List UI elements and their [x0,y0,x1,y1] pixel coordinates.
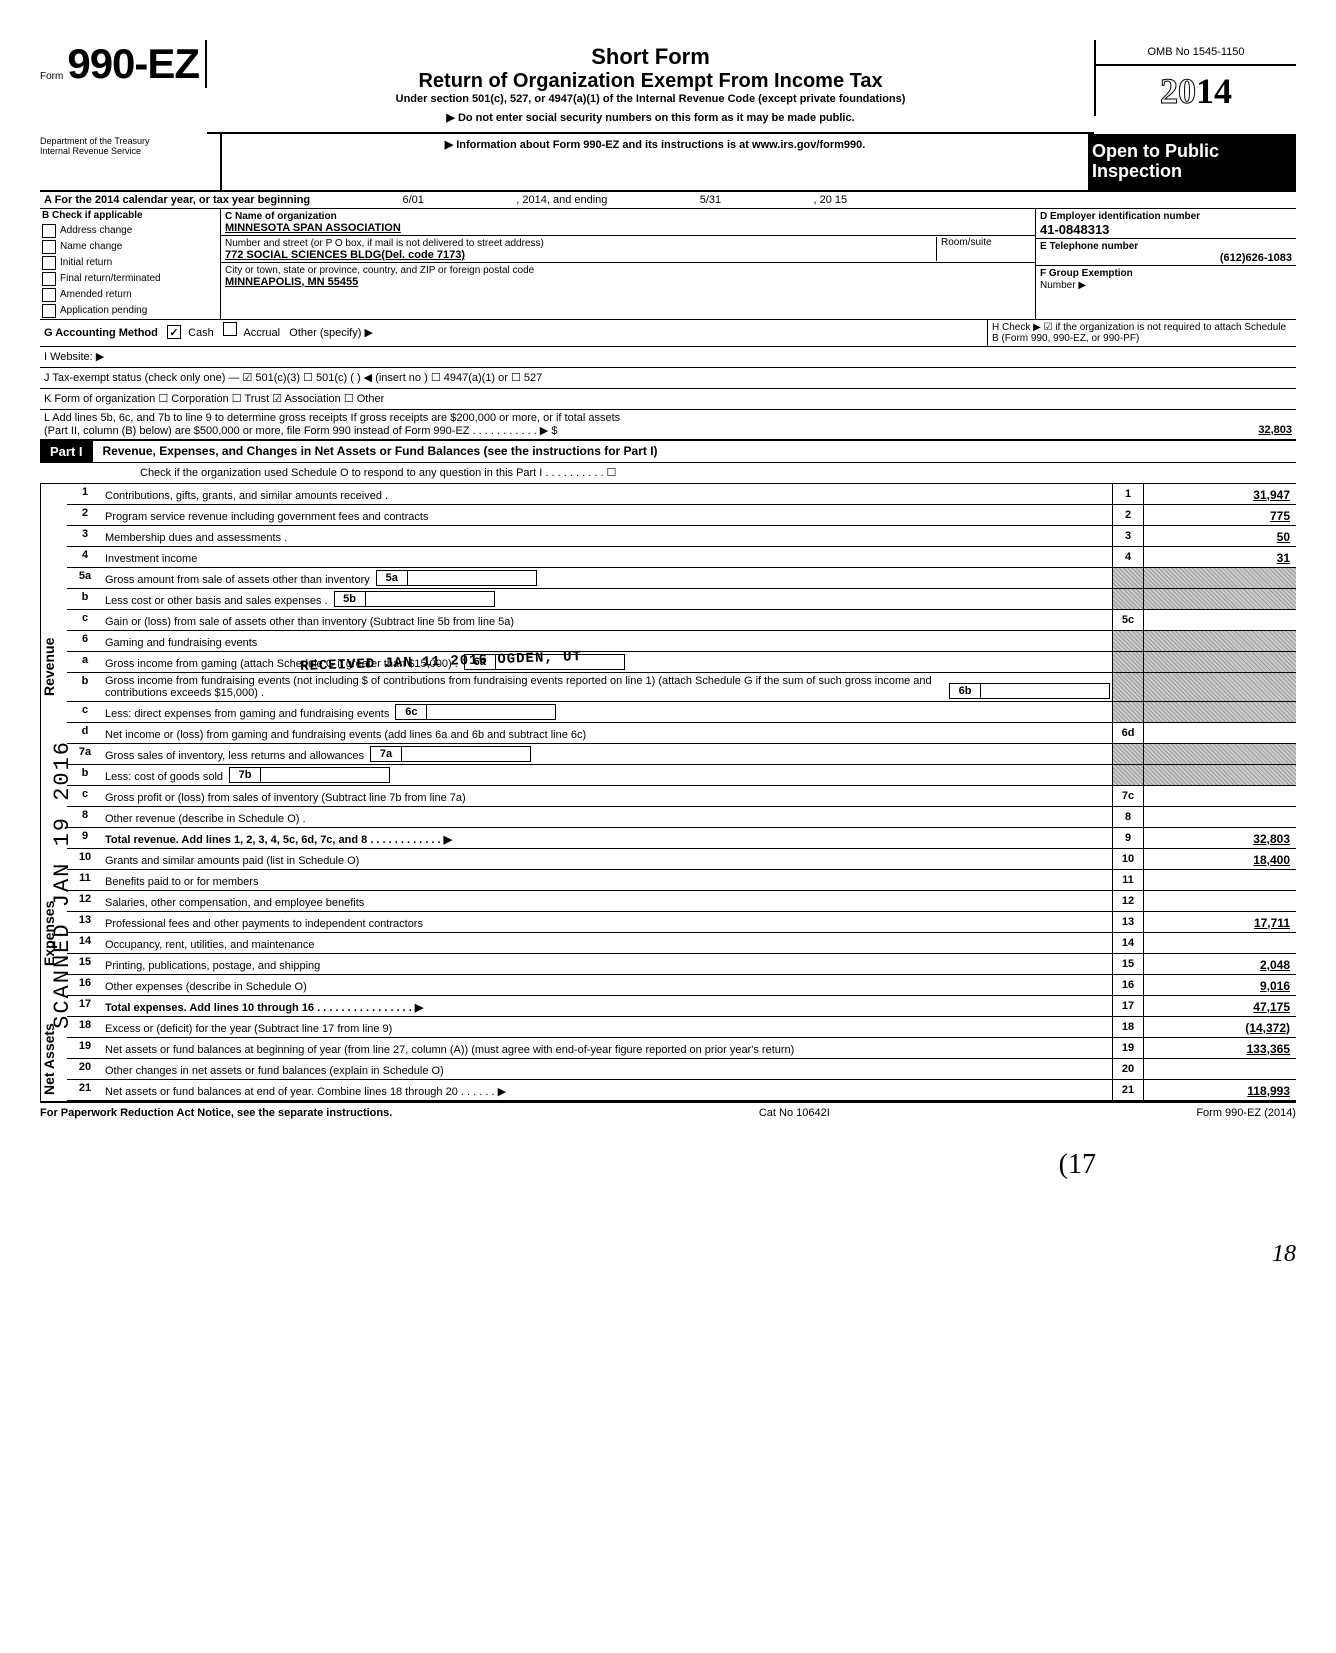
line-20: 20Other changes in net assets or fund ba… [67,1059,1296,1080]
j-tax-status: J Tax-exempt status (check only one) — ☑… [40,368,1296,389]
line-6d: dNet income or (loss) from gaming and fu… [67,723,1296,744]
l-amount: 32,803 [1152,424,1292,437]
line-5b: bLess cost or other basis and sales expe… [67,589,1296,610]
b-header: B Check if applicable [40,209,220,223]
form-header: Form 990-EZ Short Form Return of Organiz… [40,40,1296,134]
line-17: 17Total expenses. Add lines 10 through 1… [67,996,1296,1017]
line-5a: 5aGross amount from sale of assets other… [67,568,1296,589]
identity-grid: B Check if applicable Address change Nam… [40,209,1296,320]
line-16: 16Other expenses (describe in Schedule O… [67,975,1296,996]
revenue-label: Revenue [40,484,67,849]
revenue-section: Revenue 1Contributions, gifts, grants, a… [40,484,1296,849]
open-to-public: Open to PublicInspection [1088,134,1296,190]
city-state-zip: MINNEAPOLIS, MN 55455 [225,276,358,288]
line-8: 8Other revenue (describe in Schedule O) … [67,807,1296,828]
e-phone-label: E Telephone number [1040,241,1138,252]
h-schedule-b: H Check ▶ ☑ if the organization is not r… [987,320,1296,346]
title-short-form: Short Form [215,44,1086,70]
f-group-label: F Group Exemption [1040,268,1133,279]
info-line: ▶ Information about Form 990-EZ and its … [222,134,1088,190]
form-prefix: Form [40,71,63,82]
k-form-org: K Form of organization ☐ Corporation ☐ T… [40,389,1296,410]
line-9: 9Total revenue. Add lines 1, 2, 3, 4, 5c… [67,828,1296,849]
line-3: 3Membership dues and assessments .350 [67,526,1296,547]
g-accounting: G Accounting Method ✓ Cash Accrual Other… [40,320,987,346]
chk-accrual[interactable] [223,322,237,336]
line-15: 15Printing, publications, postage, and s… [67,954,1296,975]
part1-header: Part I Revenue, Expenses, and Changes in… [40,441,1296,463]
line-10: 10Grants and similar amounts paid (list … [67,849,1296,870]
dept-treasury: Department of the Treasury Internal Reve… [40,134,222,190]
c-name-label: C Name of organization [225,211,337,222]
chk-address-change[interactable]: Address change [40,223,220,239]
omb-number: OMB No 1545-1150 [1096,40,1296,66]
line-6: 6Gaming and fundraising events [67,631,1296,652]
net-assets-label: Net Assets [40,1017,67,1101]
f-number: Number ▶ [1040,280,1086,291]
i-website: I Website: ▶ [40,347,1296,368]
page-number: 18 [40,1241,1296,1268]
row-a-tax-year: A For the 2014 calendar year, or tax yea… [40,192,1296,209]
chk-initial-return[interactable]: Initial return [40,255,220,271]
city-label: City or town, state or province, country… [225,265,534,276]
org-name: MINNESOTA SPAN ASSOCIATION [225,222,401,234]
expenses-section: Expenses 10Grants and similar amounts pa… [40,849,1296,1017]
addr-label: Number and street (or P O box, if mail i… [225,238,544,249]
line-19: 19Net assets or fund balances at beginni… [67,1038,1296,1059]
line-7b: bLess: cost of goods sold7b [67,765,1296,786]
d-ein-label: D Employer identification number [1040,211,1200,222]
page-footer: For Paperwork Reduction Act Notice, see … [40,1103,1296,1119]
line-4: 4Investment income431 [67,547,1296,568]
warn-line: ▶ Do not enter social security numbers o… [215,111,1086,124]
line-5c: cGain or (loss) from sale of assets othe… [67,610,1296,631]
street-address: 772 SOCIAL SCIENCES BLDG(Del. code 7173) [225,249,465,261]
room-suite-label: Room/suite [936,237,1031,261]
part1-check: Check if the organization used Schedule … [40,463,1296,484]
line-7c: cGross profit or (loss) from sales of in… [67,786,1296,807]
subtitle: Under section 501(c), 527, or 4947(a)(1)… [215,93,1086,105]
handwritten-note: (17 [40,1149,1096,1181]
line-6a: aGross income from gaming (attach Schedu… [67,652,1296,673]
chk-name-change[interactable]: Name change [40,239,220,255]
form-990ez-page: SCANNED JAN 19 2016 Form 990-EZ Short Fo… [40,40,1296,1268]
line-1: 1Contributions, gifts, grants, and simil… [67,484,1296,505]
phone-value: (612)626-1083 [1040,252,1292,264]
chk-cash[interactable]: ✓ [167,325,181,339]
tax-year: 2014 [1096,66,1296,116]
line-13: 13Professional fees and other payments t… [67,912,1296,933]
line-6c: cLess: direct expenses from gaming and f… [67,702,1296,723]
line-21: 21Net assets or fund balances at end of … [67,1080,1296,1101]
line-7a: 7aGross sales of inventory, less returns… [67,744,1296,765]
ein-value: 41-0848313 [1040,222,1109,237]
l-gross-receipts: L Add lines 5b, 6c, and 7b to line 9 to … [40,410,1296,441]
expenses-label: Expenses [40,849,67,1017]
chk-final-return[interactable]: Final return/terminated [40,271,220,287]
line-14: 14Occupancy, rent, utilities, and mainte… [67,933,1296,954]
line-18: 18Excess or (deficit) for the year (Subt… [67,1017,1296,1038]
net-assets-section: Net Assets 18Excess or (deficit) for the… [40,1017,1296,1103]
line-11: 11Benefits paid to or for members11 [67,870,1296,891]
title-return: Return of Organization Exempt From Incom… [215,70,1086,93]
chk-app-pending[interactable]: Application pending [40,303,220,319]
line-6b: bGross income from fundraising events (n… [67,673,1296,702]
line-2: 2Program service revenue including gover… [67,505,1296,526]
form-number: 990-EZ [67,40,199,88]
line-12: 12Salaries, other compensation, and empl… [67,891,1296,912]
chk-amended[interactable]: Amended return [40,287,220,303]
